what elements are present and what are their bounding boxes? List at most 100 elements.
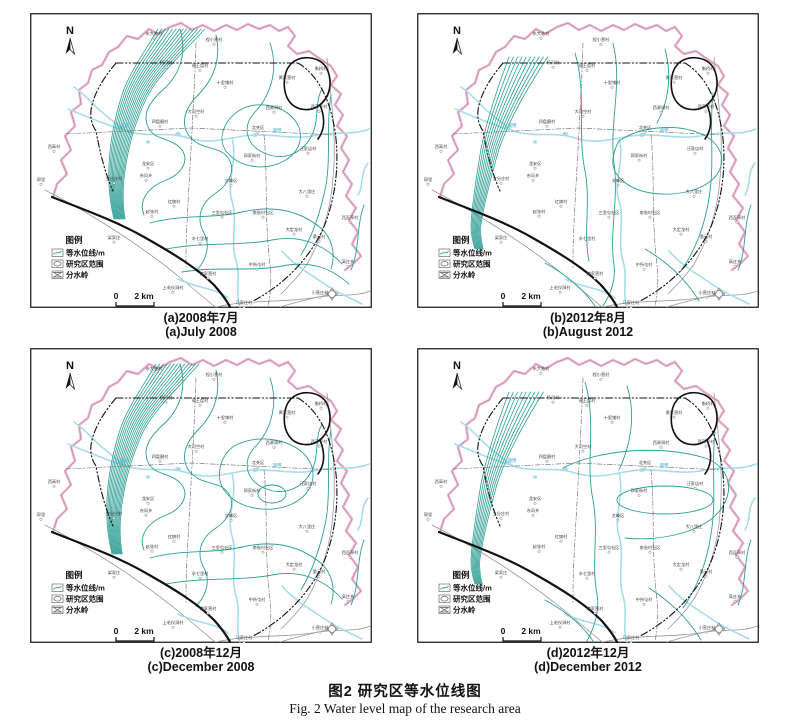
svg-text:红旗村: 红旗村 [555, 198, 568, 205]
svg-text:三分庄村: 三分庄村 [493, 175, 511, 182]
svg-text:桑元村: 桑元村 [313, 568, 326, 575]
svg-text:小营庄村: 小营庄村 [699, 289, 717, 296]
road-interchange-icon [325, 622, 339, 636]
svg-text:魏家营村: 魏家营村 [200, 605, 218, 612]
svg-text:2 km: 2 km [521, 626, 541, 636]
svg-text:杨河村: 杨河村 [547, 59, 560, 66]
svg-text:研究区范围: 研究区范围 [453, 594, 491, 604]
svg-text:邢王度村: 邢王度村 [579, 397, 597, 404]
svg-text:赵张村: 赵张村 [533, 543, 546, 550]
svg-text:大定龙村: 大定龙村 [673, 561, 691, 568]
svg-text:大定龙村: 大定龙村 [286, 561, 304, 568]
watershed-lines [452, 42, 725, 308]
svg-text:杨河村: 杨河村 [547, 394, 560, 401]
svg-text:梁家庄: 梁家庄 [495, 569, 508, 576]
contour-lines [470, 381, 752, 642]
svg-text:洹河: 洹河 [121, 457, 130, 464]
panel-caption-b: (b)2012年8月 (b)August 2012 [417, 311, 759, 339]
svg-text:北关区: 北关区 [252, 459, 265, 466]
svg-text:三里屯社区: 三里屯社区 [212, 209, 233, 216]
svg-text:十里铺村: 十里铺村 [604, 79, 622, 86]
panel-caption-d-en: (d)December 2012 [534, 660, 642, 674]
svg-text:大八里庄: 大八里庄 [299, 523, 316, 530]
svg-text:高庄乡: 高庄乡 [729, 593, 742, 600]
svg-text:东大驻村: 东大驻村 [533, 365, 551, 372]
svg-text:程小营村: 程小营村 [206, 371, 224, 378]
svg-text:N: N [453, 360, 461, 372]
study-area-boundary [51, 356, 363, 607]
north-arrow-icon: N [65, 25, 76, 56]
svg-text:研究区范围: 研究区范围 [66, 594, 104, 604]
svg-text:西源涧村: 西源涧村 [653, 104, 671, 111]
svg-text:分水岭: 分水岭 [66, 605, 89, 615]
svg-text:四盘磨村: 四盘磨村 [539, 453, 557, 460]
watershed-lines [65, 377, 338, 643]
svg-text:西高平村: 西高平村 [698, 103, 716, 110]
svg-text:马家庄村: 马家庄村 [623, 299, 641, 306]
svg-text:高庄乡: 高庄乡 [729, 258, 742, 265]
svg-text:龙安区: 龙安区 [142, 160, 155, 167]
svg-text:邢王度村: 邢王度村 [192, 62, 210, 69]
svg-text:大八里庄: 大八里庄 [299, 188, 316, 195]
panel-caption-b-zh: (b)2012年8月 [550, 311, 626, 325]
svg-text:红旗村: 红旗村 [168, 533, 181, 540]
contour-lines [108, 28, 365, 285]
svg-text:上毛仪涧村: 上毛仪涧村 [163, 619, 185, 626]
svg-text:马家庄村: 马家庄村 [623, 634, 641, 641]
major-boundaries [437, 391, 718, 643]
svg-text:郭家街村: 郭家街村 [244, 487, 262, 494]
svg-text:四盘磨村: 四盘磨村 [152, 118, 170, 125]
svg-text:三里屯社区: 三里屯社区 [599, 209, 620, 216]
svg-text:三分庄村: 三分庄村 [106, 175, 124, 182]
svg-text:三里屯社区: 三里屯社区 [599, 544, 620, 551]
svg-text:大司空村: 大司空村 [188, 108, 206, 115]
svg-text:北关区: 北关区 [639, 124, 652, 131]
svg-text:程小营村: 程小营村 [593, 371, 611, 378]
svg-text:中所屯村: 中所屯村 [249, 596, 267, 603]
svg-text:龙安区: 龙安区 [529, 495, 542, 502]
svg-text:龙安区: 龙安区 [529, 160, 542, 167]
north-arrow-icon: N [452, 360, 463, 391]
svg-text:辛七里村: 辛七里村 [579, 570, 597, 577]
map-frame [30, 13, 372, 308]
svg-text:西瓦亭村: 西瓦亭村 [342, 214, 360, 221]
svg-text:中所屯村: 中所屯村 [636, 261, 654, 268]
svg-text:衡桥村: 衡桥村 [315, 400, 328, 407]
svg-text:N: N [66, 25, 74, 37]
svg-text:十里铺村: 十里铺村 [217, 79, 235, 86]
svg-text:程小营村: 程小营村 [593, 36, 611, 43]
svg-text:东大驻村: 东大驻村 [146, 365, 164, 372]
svg-text:郭里: 郭里 [424, 176, 432, 183]
map-panel-a: 东大驻村 程小营村 杨河村 邢王度村 衡桥村 黄家营村 十里铺村 西源涧村 西高平村 大司空村 四盘… [30, 13, 372, 339]
scale-bar: 0 2 km [114, 626, 155, 642]
panel-caption-a-zh: (a)2008年7月 [163, 311, 239, 325]
svg-text:桑元村: 桑元村 [700, 233, 713, 240]
svg-text:西高村: 西高村 [435, 478, 448, 485]
scale-bar: 0 2 km [501, 291, 542, 307]
svg-text:洹河: 洹河 [508, 122, 517, 129]
scale-bar: 0 2 km [501, 626, 542, 642]
svg-text:2 km: 2 km [521, 291, 541, 301]
study-area-symbol [438, 259, 451, 268]
svg-text:西高村: 西高村 [48, 478, 61, 485]
map-panel-c: 东大驻村 程小营村 杨河村 邢王度村 衡桥村 黄家营村 十里铺村 西源涧村 西高平村 大司空村 四盘… [30, 348, 372, 674]
panel-caption-b-en: (b)August 2012 [542, 325, 634, 339]
svg-text:洹河: 洹河 [273, 462, 282, 469]
svg-text:汪家店村: 汪家店村 [687, 480, 705, 487]
svg-text:西高村: 西高村 [435, 143, 448, 150]
svg-text:郭里: 郭里 [424, 511, 432, 518]
svg-text:N: N [453, 25, 461, 37]
svg-text:东风乡: 东风乡 [140, 507, 153, 514]
svg-text:邢王度村: 邢王度村 [579, 62, 597, 69]
study-area-symbol [51, 594, 64, 603]
svg-text:大定龙村: 大定龙村 [673, 226, 691, 233]
svg-text:马家庄村: 马家庄村 [236, 634, 254, 641]
svg-text:大司空村: 大司空村 [575, 108, 593, 115]
svg-text:文峰区: 文峰区 [225, 177, 238, 184]
svg-text:黄家营村: 黄家营村 [279, 409, 297, 416]
